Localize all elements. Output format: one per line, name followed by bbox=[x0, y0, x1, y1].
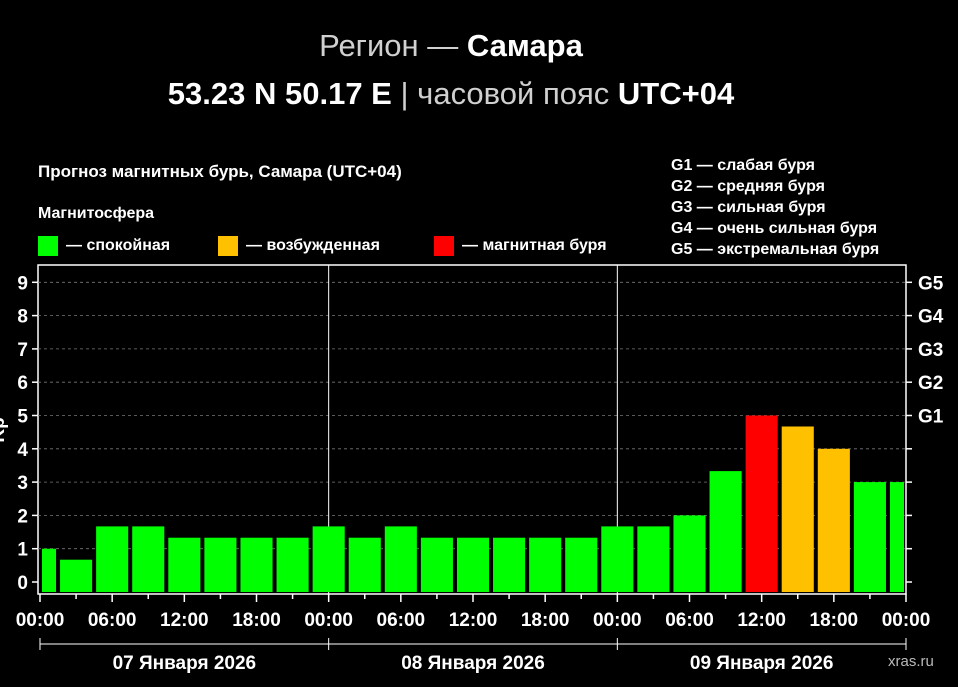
y-tick-label: 3 bbox=[17, 473, 28, 494]
g-scale-item: G3 — сильная буря bbox=[671, 199, 826, 216]
g-scale-item: G2 — средняя буря bbox=[671, 178, 825, 195]
kp-bar bbox=[601, 526, 634, 592]
kp-bar bbox=[384, 526, 417, 592]
kp-bar bbox=[709, 471, 742, 592]
x-tick-label: 00:00 bbox=[882, 610, 931, 631]
g-tick-label: G4 bbox=[918, 307, 944, 328]
region-title: Регион — Самара bbox=[0, 28, 902, 64]
y-tick-label: 7 bbox=[17, 340, 28, 361]
y-tick-label: 5 bbox=[17, 407, 28, 428]
g-scale-item: G4 — очень сильная буря bbox=[671, 220, 878, 237]
kp-bar bbox=[42, 548, 57, 592]
x-tick-label: 06:00 bbox=[377, 610, 426, 631]
kp-bar bbox=[889, 482, 904, 592]
coords-title: 53.23 N 50.17 E | часовой пояс UTC+04 bbox=[0, 76, 902, 112]
x-tick-label: 12:00 bbox=[737, 610, 786, 631]
kp-bar bbox=[493, 537, 526, 592]
watermark: xras.ru bbox=[888, 653, 934, 670]
y-tick-label: 4 bbox=[17, 440, 28, 461]
kp-bar bbox=[348, 537, 381, 592]
kp-bar bbox=[204, 537, 237, 592]
day-label: 07 Января 2026 bbox=[113, 653, 257, 674]
y-tick-label: 2 bbox=[17, 506, 28, 527]
kp-bar bbox=[96, 526, 129, 592]
x-tick-label: 18:00 bbox=[521, 610, 570, 631]
g-scale-item: G5 — экстремальная буря bbox=[671, 241, 880, 258]
legend-item-quiet: — спокойная bbox=[38, 236, 170, 256]
region-prefix: Регион — bbox=[319, 28, 459, 63]
legend-label-quiet: — спокойная bbox=[66, 237, 171, 254]
y-axis-label: Kp bbox=[0, 417, 9, 442]
kp-bar bbox=[637, 526, 670, 592]
x-tick-label: 00:00 bbox=[16, 610, 65, 631]
kp-bar bbox=[853, 482, 886, 592]
kp-bar bbox=[745, 415, 778, 592]
kp-bar bbox=[673, 515, 706, 592]
legend-item-storm: — магнитная буря bbox=[434, 236, 607, 256]
legend-swatch-active bbox=[218, 236, 238, 256]
g-tick-label: G5 bbox=[918, 273, 944, 294]
coords-separator: | bbox=[400, 76, 409, 111]
y-tick-label: 9 bbox=[17, 273, 28, 294]
legend-label-active: — возбужденная bbox=[246, 237, 380, 254]
timezone-value: UTC+04 bbox=[617, 76, 735, 111]
chart-title: Прогноз магнитных бурь, Самара (UTC+04) bbox=[38, 162, 402, 181]
legend-label-storm: — магнитная буря bbox=[462, 237, 607, 254]
g-scale-legend: G1 — слабая буря G2 — средняя буря G3 — … bbox=[671, 155, 879, 260]
y-tick-label: 1 bbox=[17, 540, 28, 561]
legend-swatch-quiet bbox=[38, 236, 58, 256]
x-tick-label: 18:00 bbox=[810, 610, 859, 631]
x-tick-label: 00:00 bbox=[304, 610, 353, 631]
y-tick-label: 6 bbox=[17, 373, 28, 394]
g-scale-item: G1 — слабая буря bbox=[671, 157, 816, 174]
coords-value: 53.23 N 50.17 E bbox=[167, 76, 392, 111]
kp-bar bbox=[529, 537, 562, 592]
g-tick-label: G1 bbox=[918, 407, 944, 428]
y-tick-label: 8 bbox=[17, 307, 28, 328]
plot-frame bbox=[37, 264, 907, 595]
y-tick-label: 0 bbox=[17, 573, 28, 594]
x-tick-label: 00:00 bbox=[593, 610, 642, 631]
x-tick-label: 18:00 bbox=[232, 610, 281, 631]
day-label: 09 Января 2026 bbox=[690, 653, 834, 674]
kp-bar bbox=[565, 537, 598, 592]
kp-bar bbox=[456, 537, 490, 592]
kp-bar bbox=[817, 448, 850, 592]
legend-item-active: — возбужденная bbox=[218, 236, 380, 256]
kp-bar bbox=[312, 526, 345, 592]
g-tick-label: G2 bbox=[918, 373, 943, 394]
timezone-prefix: часовой пояс bbox=[417, 76, 610, 111]
g-tick-label: G3 bbox=[918, 340, 943, 361]
kp-bar bbox=[240, 537, 273, 592]
legend-section-title: Магнитосфера bbox=[38, 205, 155, 222]
region-name: Самара bbox=[466, 28, 583, 63]
legend-swatch-storm bbox=[434, 236, 454, 256]
x-tick-label: 12:00 bbox=[160, 610, 209, 631]
kp-bar bbox=[276, 537, 309, 592]
day-label: 08 Января 2026 bbox=[401, 653, 545, 674]
kp-bar bbox=[168, 537, 201, 592]
x-tick-label: 06:00 bbox=[88, 610, 137, 631]
kp-bar bbox=[420, 537, 453, 592]
kp-bar bbox=[132, 526, 165, 592]
kp-bar bbox=[781, 426, 814, 592]
kp-bar bbox=[60, 559, 93, 592]
x-tick-label: 12:00 bbox=[449, 610, 498, 631]
x-tick-label: 06:00 bbox=[665, 610, 714, 631]
